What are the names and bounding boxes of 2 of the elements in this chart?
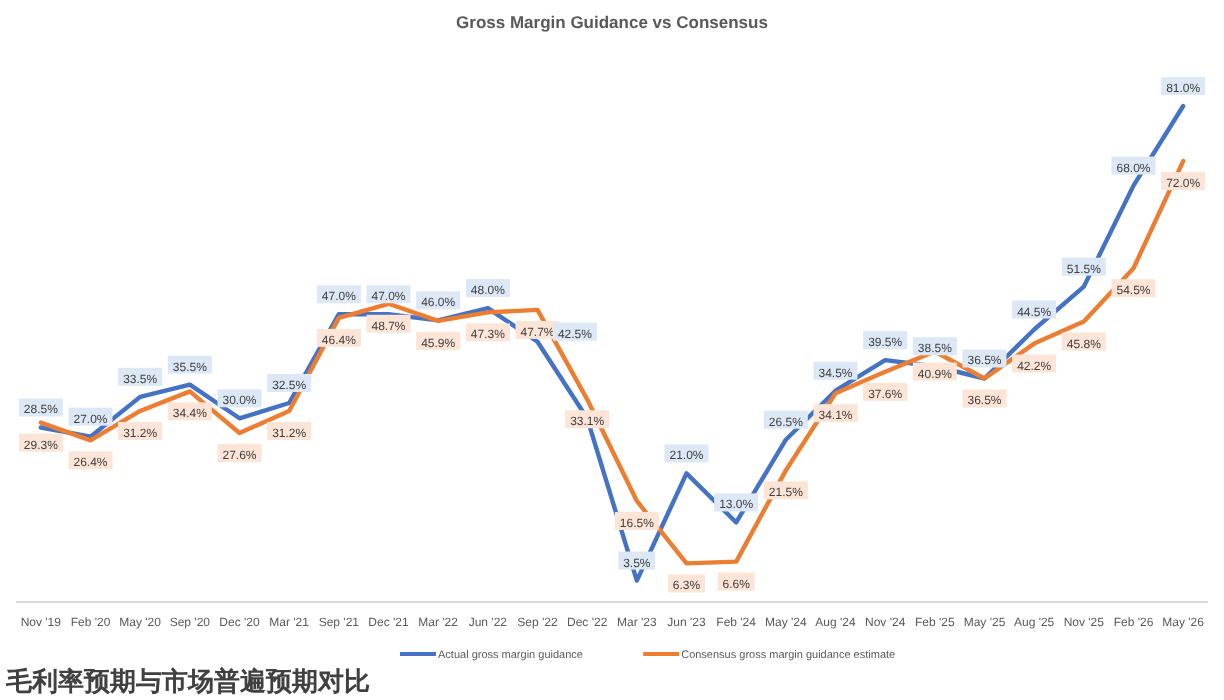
chart-title: Gross Margin Guidance vs Consensus — [456, 12, 769, 32]
text: 毛利率预期与市场普遍预期对比 — [4, 666, 370, 696]
